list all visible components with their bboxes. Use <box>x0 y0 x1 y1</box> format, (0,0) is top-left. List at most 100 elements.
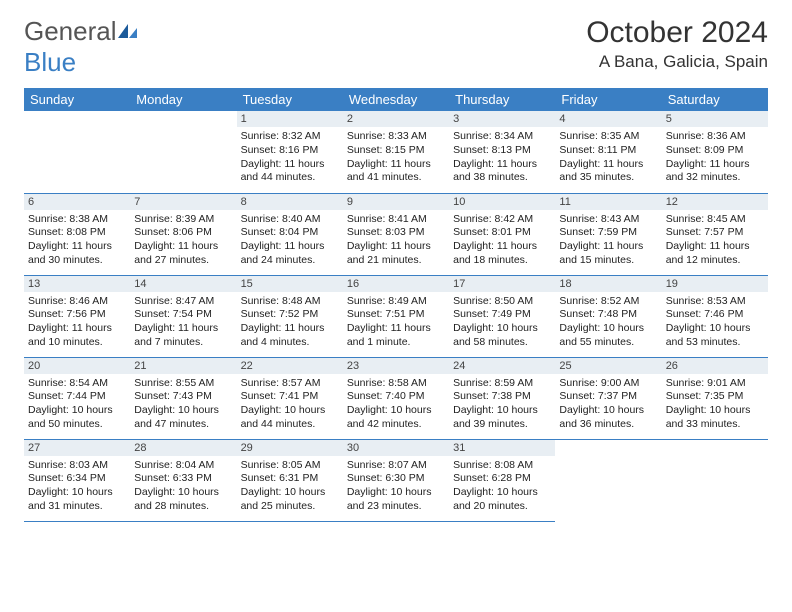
calendar-cell: 11Sunrise: 8:43 AMSunset: 7:59 PMDayligh… <box>555 193 661 275</box>
calendar-cell: 17Sunrise: 8:50 AMSunset: 7:49 PMDayligh… <box>449 275 555 357</box>
day-number: 23 <box>343 358 449 374</box>
day-detail: Sunset: 8:08 PM <box>28 226 126 240</box>
day-number: 18 <box>555 276 661 292</box>
day-detail: Daylight: 10 hours <box>134 404 232 418</box>
logo: GeneralBlue <box>24 16 139 78</box>
day-number: 12 <box>662 194 768 210</box>
day-detail: Sunrise: 8:58 AM <box>347 377 445 391</box>
weekday-header: Thursday <box>449 88 555 111</box>
day-number: 21 <box>130 358 236 374</box>
calendar-cell: 30Sunrise: 8:07 AMSunset: 6:30 PMDayligh… <box>343 439 449 521</box>
day-number: 15 <box>237 276 343 292</box>
day-detail: and 44 minutes. <box>241 171 339 185</box>
day-detail: and 27 minutes. <box>134 254 232 268</box>
day-number: 5 <box>662 111 768 127</box>
calendar-row: 20Sunrise: 8:54 AMSunset: 7:44 PMDayligh… <box>24 357 768 439</box>
day-detail: Daylight: 11 hours <box>241 240 339 254</box>
calendar-cell: 7Sunrise: 8:39 AMSunset: 8:06 PMDaylight… <box>130 193 236 275</box>
calendar-cell <box>662 439 768 521</box>
header: GeneralBlue October 2024 A Bana, Galicia… <box>24 16 768 78</box>
day-detail: Sunset: 6:34 PM <box>28 472 126 486</box>
day-detail: Sunset: 8:09 PM <box>666 144 764 158</box>
day-number: 14 <box>130 276 236 292</box>
calendar-cell: 12Sunrise: 8:45 AMSunset: 7:57 PMDayligh… <box>662 193 768 275</box>
day-detail: Sunrise: 8:53 AM <box>666 295 764 309</box>
day-detail: Daylight: 11 hours <box>666 240 764 254</box>
calendar-cell: 31Sunrise: 8:08 AMSunset: 6:28 PMDayligh… <box>449 439 555 521</box>
calendar-cell: 18Sunrise: 8:52 AMSunset: 7:48 PMDayligh… <box>555 275 661 357</box>
day-detail: Sunset: 8:06 PM <box>134 226 232 240</box>
day-detail: and 35 minutes. <box>559 171 657 185</box>
day-detail: Sunrise: 8:08 AM <box>453 459 551 473</box>
day-detail: Daylight: 10 hours <box>666 322 764 336</box>
day-detail: Sunset: 8:15 PM <box>347 144 445 158</box>
day-detail: Daylight: 10 hours <box>453 404 551 418</box>
calendar-cell: 23Sunrise: 8:58 AMSunset: 7:40 PMDayligh… <box>343 357 449 439</box>
day-detail: and 44 minutes. <box>241 418 339 432</box>
day-detail: Daylight: 11 hours <box>666 158 764 172</box>
day-detail: Sunset: 6:30 PM <box>347 472 445 486</box>
day-number: 1 <box>237 111 343 127</box>
day-detail: Sunset: 8:03 PM <box>347 226 445 240</box>
day-detail: and 47 minutes. <box>134 418 232 432</box>
day-detail: Sunrise: 8:34 AM <box>453 130 551 144</box>
month-title: October 2024 <box>586 16 768 50</box>
day-detail: Daylight: 11 hours <box>559 240 657 254</box>
day-detail: Sunrise: 8:07 AM <box>347 459 445 473</box>
day-number: 31 <box>449 440 555 456</box>
calendar-row: 13Sunrise: 8:46 AMSunset: 7:56 PMDayligh… <box>24 275 768 357</box>
day-detail: and 25 minutes. <box>241 500 339 514</box>
day-detail: Sunset: 7:44 PM <box>28 390 126 404</box>
calendar-cell: 27Sunrise: 8:03 AMSunset: 6:34 PMDayligh… <box>24 439 130 521</box>
calendar-cell: 26Sunrise: 9:01 AMSunset: 7:35 PMDayligh… <box>662 357 768 439</box>
day-detail: and 50 minutes. <box>28 418 126 432</box>
day-detail: Sunset: 8:01 PM <box>453 226 551 240</box>
calendar-cell: 22Sunrise: 8:57 AMSunset: 7:41 PMDayligh… <box>237 357 343 439</box>
day-detail: Sunrise: 8:05 AM <box>241 459 339 473</box>
day-detail: Sunrise: 8:45 AM <box>666 213 764 227</box>
day-detail: Sunset: 7:38 PM <box>453 390 551 404</box>
day-detail: Daylight: 11 hours <box>28 240 126 254</box>
day-detail: Sunrise: 8:48 AM <box>241 295 339 309</box>
day-number: 27 <box>24 440 130 456</box>
day-number: 8 <box>237 194 343 210</box>
calendar-table: SundayMondayTuesdayWednesdayThursdayFrid… <box>24 88 768 522</box>
day-detail: Sunrise: 8:38 AM <box>28 213 126 227</box>
day-detail: Daylight: 10 hours <box>559 322 657 336</box>
day-detail: and 24 minutes. <box>241 254 339 268</box>
calendar-body: 1Sunrise: 8:32 AMSunset: 8:16 PMDaylight… <box>24 111 768 521</box>
day-detail: Sunrise: 9:00 AM <box>559 377 657 391</box>
day-detail: Daylight: 11 hours <box>347 240 445 254</box>
day-detail: and 30 minutes. <box>28 254 126 268</box>
day-detail: and 41 minutes. <box>347 171 445 185</box>
calendar-cell <box>130 111 236 193</box>
day-detail: and 39 minutes. <box>453 418 551 432</box>
day-detail: Sunset: 6:33 PM <box>134 472 232 486</box>
day-detail: Sunset: 7:49 PM <box>453 308 551 322</box>
day-detail: and 33 minutes. <box>666 418 764 432</box>
day-detail: Daylight: 10 hours <box>241 486 339 500</box>
day-detail: and 32 minutes. <box>666 171 764 185</box>
day-number: 11 <box>555 194 661 210</box>
day-number: 22 <box>237 358 343 374</box>
calendar-row: 6Sunrise: 8:38 AMSunset: 8:08 PMDaylight… <box>24 193 768 275</box>
calendar-cell: 9Sunrise: 8:41 AMSunset: 8:03 PMDaylight… <box>343 193 449 275</box>
logo-sail-icon <box>117 16 139 47</box>
day-detail: Sunrise: 8:42 AM <box>453 213 551 227</box>
calendar-cell: 2Sunrise: 8:33 AMSunset: 8:15 PMDaylight… <box>343 111 449 193</box>
day-detail: Sunset: 7:40 PM <box>347 390 445 404</box>
day-detail: Daylight: 11 hours <box>28 322 126 336</box>
day-detail: Sunset: 7:41 PM <box>241 390 339 404</box>
day-number: 4 <box>555 111 661 127</box>
logo-text-general: General <box>24 16 117 46</box>
weekday-header: Sunday <box>24 88 130 111</box>
calendar-cell: 5Sunrise: 8:36 AMSunset: 8:09 PMDaylight… <box>662 111 768 193</box>
day-detail: and 7 minutes. <box>134 336 232 350</box>
day-number: 29 <box>237 440 343 456</box>
day-number: 26 <box>662 358 768 374</box>
day-detail: Sunrise: 8:43 AM <box>559 213 657 227</box>
day-detail: and 15 minutes. <box>559 254 657 268</box>
day-detail: Sunset: 8:16 PM <box>241 144 339 158</box>
calendar-cell: 24Sunrise: 8:59 AMSunset: 7:38 PMDayligh… <box>449 357 555 439</box>
day-detail: Daylight: 11 hours <box>241 322 339 336</box>
